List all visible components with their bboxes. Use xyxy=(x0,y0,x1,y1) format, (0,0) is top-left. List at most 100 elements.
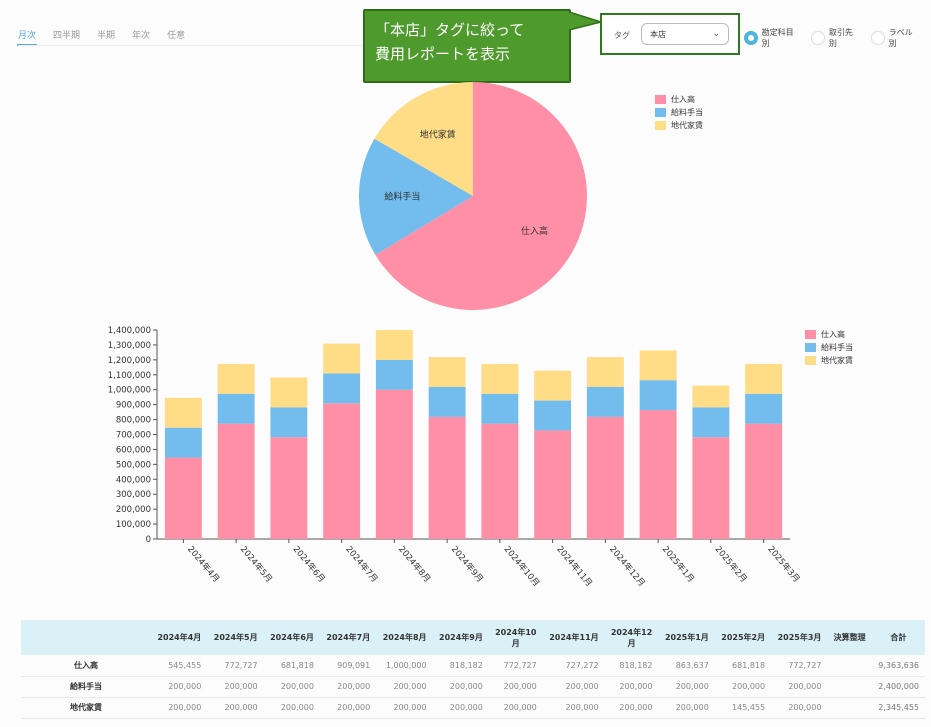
table-cell[interactable]: 200,000 xyxy=(376,697,433,719)
pie-legend-item[interactable]: 給料手当 xyxy=(655,106,703,119)
table-cell[interactable]: 1,000,000 xyxy=(376,655,433,677)
table-cell[interactable]: 200,000 xyxy=(151,676,208,698)
bar-legend-item[interactable]: 仕入高 xyxy=(805,328,853,341)
table-cell[interactable]: 200,000 xyxy=(542,697,605,719)
bar-segment[interactable] xyxy=(217,363,255,394)
pie-slice[interactable] xyxy=(374,82,473,196)
bar-segment[interactable] xyxy=(270,377,308,408)
bar-segment[interactable] xyxy=(375,330,413,360)
bar-segment[interactable] xyxy=(481,393,519,424)
table-cell[interactable]: 145,455 xyxy=(714,697,772,719)
bar-segment[interactable] xyxy=(692,437,730,539)
bar-segment[interactable] xyxy=(745,363,783,394)
table-cell[interactable]: 9,363,636 xyxy=(871,655,925,677)
x-tick-label: 2024年8月 xyxy=(396,544,433,585)
table-cell[interactable]: 200,000 xyxy=(207,697,264,719)
table-cell[interactable]: 772,727 xyxy=(488,655,543,677)
bar-segment[interactable] xyxy=(164,397,202,428)
table-cell[interactable]: 200,000 xyxy=(604,697,659,719)
bar-segment[interactable] xyxy=(270,407,308,438)
bar-segment[interactable] xyxy=(692,407,730,438)
table-cell[interactable]: 200,000 xyxy=(319,676,377,698)
table-cell[interactable]: 200,000 xyxy=(319,697,377,719)
bar-segment[interactable] xyxy=(428,357,466,387)
table-cell[interactable]: 200,000 xyxy=(432,697,489,719)
x-tick-label: 2024年10月 xyxy=(502,544,542,589)
column-header: 2024年8月 xyxy=(376,620,433,655)
table-cell[interactable]: 200,000 xyxy=(207,676,264,698)
table-cell[interactable]: 200,000 xyxy=(488,676,543,698)
pie-legend-item[interactable]: 仕入高 xyxy=(655,93,703,106)
bar-segment[interactable] xyxy=(375,389,413,539)
table-cell[interactable]: 772,727 xyxy=(207,655,264,677)
table-cell[interactable]: 200,000 xyxy=(488,697,543,719)
bar-legend-item[interactable]: 給料手当 xyxy=(805,341,853,354)
tab-2[interactable]: 半期 xyxy=(97,31,116,41)
table-cell[interactable] xyxy=(827,697,872,719)
bar-segment[interactable] xyxy=(323,373,361,404)
bar-segment[interactable] xyxy=(428,386,466,417)
table-cell[interactable]: 909,091 xyxy=(319,655,377,677)
bar-segment[interactable] xyxy=(534,430,572,539)
bar-segment[interactable] xyxy=(481,423,519,539)
table-cell[interactable]: 818,182 xyxy=(604,655,659,677)
pie-legend-item[interactable]: 地代家賃 xyxy=(655,119,703,132)
bar-segment[interactable] xyxy=(270,437,308,539)
bar-segment[interactable] xyxy=(586,386,624,417)
x-tick-label: 2024年5月 xyxy=(238,544,275,585)
table-cell[interactable]: 200,000 xyxy=(263,697,320,719)
tab-3[interactable]: 年次 xyxy=(132,31,151,41)
table-cell[interactable]: 200,000 xyxy=(604,676,659,698)
table-cell[interactable]: 200,000 xyxy=(714,676,772,698)
bar-segment[interactable] xyxy=(481,363,519,394)
bar-segment[interactable] xyxy=(586,357,624,387)
bar-segment[interactable] xyxy=(534,400,572,431)
group-by-option-1[interactable]: 取引先別 xyxy=(811,27,859,49)
group-by-option-0[interactable]: 勘定科目別 xyxy=(744,27,799,49)
table-cell[interactable] xyxy=(827,676,872,698)
bar-segment[interactable] xyxy=(692,385,730,408)
table-cell[interactable]: 545,455 xyxy=(151,655,208,677)
table-cell[interactable]: 200,000 xyxy=(771,676,828,698)
bar-segment[interactable] xyxy=(534,370,572,401)
tab-4[interactable]: 任意 xyxy=(167,31,186,41)
bar-segment[interactable] xyxy=(639,380,677,411)
table-cell[interactable]: 200,000 xyxy=(376,676,433,698)
group-by-option-2[interactable]: ラベル別 xyxy=(871,27,919,49)
table-cell[interactable]: 772,727 xyxy=(771,655,828,677)
bar-segment[interactable] xyxy=(639,410,677,539)
bar-segment[interactable] xyxy=(217,423,255,539)
table-cell[interactable]: 200,000 xyxy=(658,676,715,698)
table-cell[interactable]: 727,272 xyxy=(542,655,605,677)
table-cell[interactable]: 818,182 xyxy=(432,655,489,677)
table-cell[interactable]: 200,000 xyxy=(542,676,605,698)
bar-segment[interactable] xyxy=(745,423,783,539)
table-cell[interactable]: 863,637 xyxy=(658,655,715,677)
table-cell[interactable]: 200,000 xyxy=(771,697,828,719)
bar-segment[interactable] xyxy=(375,359,413,390)
bar-segment[interactable] xyxy=(745,393,783,424)
bar-segment[interactable] xyxy=(323,403,361,539)
table-cell[interactable] xyxy=(827,655,872,677)
table-cell[interactable]: 200,000 xyxy=(263,676,320,698)
table-cell[interactable]: 200,000 xyxy=(658,697,715,719)
table-cell[interactable]: 2,345,455 xyxy=(871,697,925,719)
table-cell[interactable]: 200,000 xyxy=(151,697,208,719)
y-tick-label: 1,300,000 xyxy=(108,341,151,351)
bar-segment[interactable] xyxy=(639,350,677,381)
table-cell[interactable]: 681,818 xyxy=(714,655,772,677)
tag-select[interactable]: 本店 ⌄ xyxy=(641,23,729,45)
bar-segment[interactable] xyxy=(586,416,624,539)
table-cell[interactable]: 681,818 xyxy=(263,655,320,677)
table-cell[interactable]: 200,000 xyxy=(432,676,489,698)
bar-segment[interactable] xyxy=(323,343,361,374)
pie-slice[interactable] xyxy=(375,82,587,311)
bar-segment[interactable] xyxy=(428,416,466,539)
table-cell[interactable]: 2,400,000 xyxy=(871,676,925,698)
pie-slice[interactable] xyxy=(359,138,473,255)
bar-segment[interactable] xyxy=(164,457,202,539)
bar-segment[interactable] xyxy=(164,427,202,458)
bar-segment[interactable] xyxy=(217,393,255,424)
tab-1[interactable]: 四半期 xyxy=(53,31,81,41)
bar-legend-item[interactable]: 地代家賃 xyxy=(805,354,853,367)
